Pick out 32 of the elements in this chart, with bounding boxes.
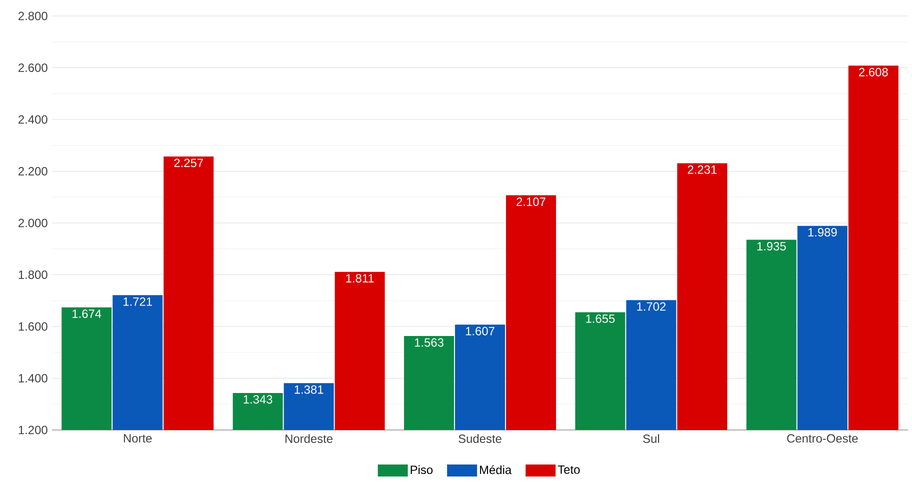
data-label: 1.811 [346, 274, 374, 283]
data-label: 2.257 [174, 158, 203, 168]
y-tick-label: 1.400 [18, 374, 48, 382]
x-tick-label: Sul [643, 434, 660, 443]
legend-label: Teto [558, 466, 580, 474]
y-tick-label: 1.200 [18, 426, 48, 434]
data-label: 1.674 [72, 310, 102, 318]
data-label: 1.607 [466, 326, 494, 336]
data-label: 2.231 [688, 165, 717, 174]
y-tick-label: 2.000 [18, 218, 48, 228]
y-tick-label: 2.200 [18, 167, 48, 176]
x-tick-label: Norte [124, 434, 152, 443]
data-label: 1.702 [637, 302, 666, 311]
legend-label: Média [480, 465, 512, 474]
data-label: 2.107 [516, 198, 546, 206]
data-label: 2.608 [859, 68, 888, 76]
data-label: 1.563 [414, 338, 444, 347]
x-tick-label: Nordeste [286, 434, 333, 443]
y-tick-label: 2.400 [18, 115, 48, 124]
data-label: 1.935 [757, 242, 786, 250]
data-label: 1.655 [586, 314, 615, 323]
y-tick-label: 1.800 [18, 270, 48, 279]
x-tick-label: Centro-Oeste [787, 434, 858, 443]
data-label: 1.989 [808, 228, 837, 236]
y-tick-label: 2.800 [18, 12, 48, 20]
data-label: 1.721 [124, 297, 152, 306]
x-tick-label: Sudeste [458, 434, 502, 443]
y-tick-label: 2.600 [18, 64, 48, 72]
data-label: 1.343 [244, 395, 272, 404]
y-tick-label: 1.600 [18, 322, 48, 331]
legend-label: Piso [410, 465, 433, 474]
data-label: 1.381 [294, 385, 324, 394]
